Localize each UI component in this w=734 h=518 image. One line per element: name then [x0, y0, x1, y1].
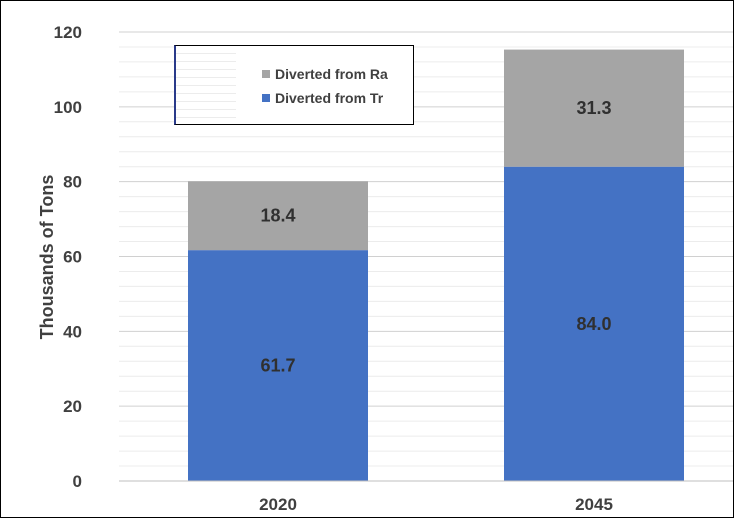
x-axis-ticks: 2020 2045: [119, 480, 733, 514]
legend-ruled-lines: [176, 46, 236, 124]
x-tick-label: 2045: [575, 495, 613, 514]
y-tick-label: 40: [63, 322, 82, 341]
data-label: 18.4: [260, 206, 295, 226]
bars: 61.7 18.4 84.0 31.3: [188, 49, 684, 481]
legend: Diverted from Ra Diverted from Tr: [174, 45, 414, 125]
y-tick-label: 80: [63, 173, 82, 192]
bar-segment: [504, 49, 684, 167]
y-tick-label: 60: [63, 248, 82, 267]
legend-swatch-rail: [262, 70, 270, 78]
data-label: 61.7: [260, 356, 295, 376]
y-tick-label: 100: [54, 98, 82, 117]
bar-segment: [188, 250, 368, 481]
y-axis-ticks: 0 20 40 60 80 100 120: [54, 23, 82, 491]
legend-entry-trucks: Diverted from Tr: [262, 90, 383, 106]
y-tick-label: 0: [73, 472, 82, 491]
legend-entry-rail: Diverted from Ra: [262, 66, 388, 82]
legend-swatch-trucks: [262, 94, 270, 102]
bar-segment: [188, 181, 368, 251]
legend-label-rail: Diverted from Ra: [275, 66, 388, 82]
y-axis-title: Thousands of Tons: [37, 175, 57, 340]
data-label: 31.3: [576, 98, 611, 118]
y-tick-label: 20: [63, 397, 82, 416]
y-tick-label: 120: [54, 23, 82, 42]
legend-label-trucks: Diverted from Tr: [275, 90, 384, 106]
x-tick-label: 2020: [259, 495, 297, 514]
bar-segment: [504, 166, 684, 481]
data-label: 84.0: [576, 314, 611, 334]
